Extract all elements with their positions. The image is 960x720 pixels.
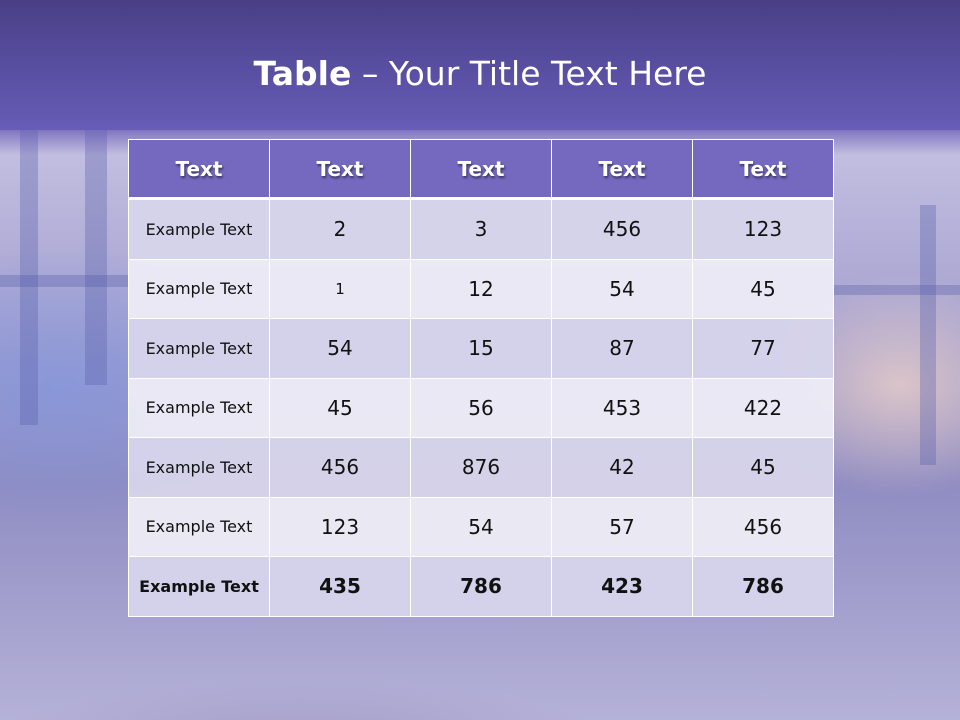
table-row: Example Text 45 56 453 422 (128, 377, 834, 438)
row-label-cell: Example Text (128, 496, 270, 557)
value-cell: 786 (410, 556, 552, 617)
value-cell: 15 (410, 318, 552, 379)
value-cell: 876 (410, 437, 552, 498)
title-rest: – Your Title Text Here (351, 54, 707, 93)
value-cell: 57 (551, 496, 693, 557)
value-cell: 435 (269, 556, 411, 617)
value-cell: 42 (551, 437, 693, 498)
column-header: Text (128, 139, 270, 200)
title-bold: Table (253, 54, 352, 93)
value-cell: 54 (269, 318, 411, 379)
table-row: Example Text 123 54 57 456 (128, 496, 834, 557)
table-row: Example Text 2 3 456 123 (128, 198, 834, 260)
value-cell: 3 (410, 198, 552, 260)
column-header: Text (692, 139, 834, 200)
value-cell: 786 (692, 556, 834, 617)
value-cell: 77 (692, 318, 834, 379)
data-table: Text Text Text Text Text Example Text 2 3 4… (128, 139, 834, 617)
row-label-cell: Example Text (128, 437, 270, 498)
row-label-cell: Example Text (128, 258, 270, 319)
table-row: Example Text 435 786 423 786 (128, 556, 834, 617)
value-cell: 45 (692, 437, 834, 498)
column-header: Text (410, 139, 552, 200)
value-cell: 54 (551, 258, 693, 319)
value-cell: 456 (551, 198, 693, 260)
table-row: Example Text 54 15 87 77 (128, 318, 834, 379)
value-cell: 456 (269, 437, 411, 498)
row-label-cell: Example Text (128, 198, 270, 260)
value-cell: 123 (692, 198, 834, 260)
value-cell: 123 (269, 496, 411, 557)
value-cell: 422 (692, 377, 834, 438)
slide-title: Table – Your Title Text Here (0, 54, 960, 93)
value-cell: 87 (551, 318, 693, 379)
table-row: Example Text 456 876 42 45 (128, 437, 834, 498)
value-cell: 45 (269, 377, 411, 438)
value-cell: 2 (269, 198, 411, 260)
value-cell: 456 (692, 496, 834, 557)
value-cell: 453 (551, 377, 693, 438)
row-label-cell: Example Text (128, 318, 270, 379)
value-cell: 54 (410, 496, 552, 557)
table-row: Example Text 1 12 54 45 (128, 258, 834, 319)
value-cell: 45 (692, 258, 834, 319)
table-header-row: Text Text Text Text Text (128, 139, 834, 200)
column-header: Text (551, 139, 693, 200)
value-cell: 56 (410, 377, 552, 438)
value-cell: 423 (551, 556, 693, 617)
row-label-cell: Example Text (128, 377, 270, 438)
row-label-cell: Example Text (128, 556, 270, 617)
value-cell: 1 (269, 258, 411, 319)
value-cell: 12 (410, 258, 552, 319)
column-header: Text (269, 139, 411, 200)
